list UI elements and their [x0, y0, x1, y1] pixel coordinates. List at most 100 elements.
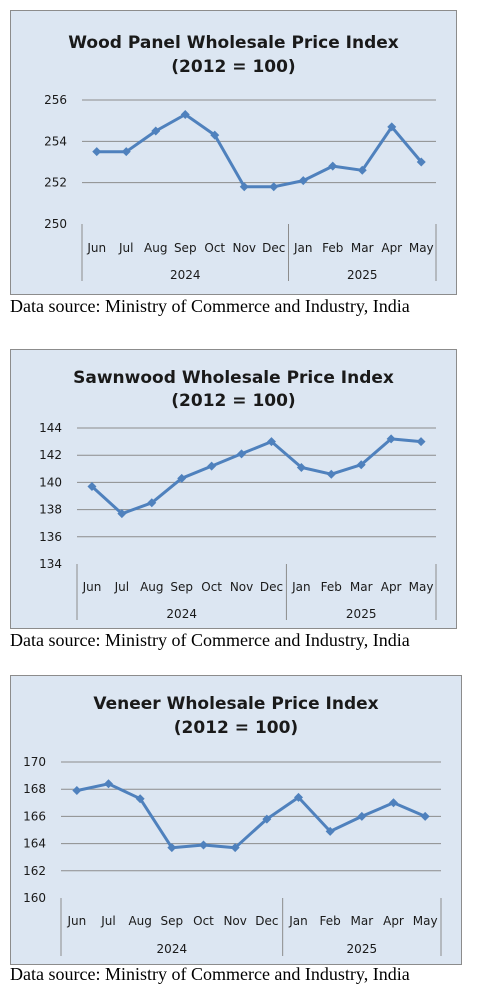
chart-panel-wood-panel: Wood Panel Wholesale Price Index (2012 =…: [10, 10, 457, 295]
data-point: [117, 509, 127, 519]
data-point: [262, 814, 272, 824]
data-point: [328, 161, 338, 171]
year-label: 2024: [157, 942, 188, 956]
data-point: [210, 130, 220, 140]
y-tick-label: 134: [39, 557, 62, 571]
series-line: [90, 437, 422, 516]
x-tick-label: Feb: [322, 241, 343, 255]
data-point: [356, 460, 366, 470]
x-tick-label: Nov: [223, 914, 246, 928]
x-tick-label: Feb: [320, 914, 341, 928]
chart-title: Wood Panel Wholesale Price Index: [68, 33, 399, 53]
chart-title: Veneer Wholesale Price Index: [93, 694, 379, 714]
x-tick-label: May: [409, 580, 434, 594]
year-label: 2024: [166, 607, 197, 621]
y-tick-label: 162: [23, 864, 46, 878]
x-tick-label: May: [413, 914, 438, 928]
data-point: [239, 182, 249, 192]
x-tick-label: Aug: [140, 580, 163, 594]
y-tick-label: 164: [23, 837, 46, 851]
x-tick-label: Dec: [262, 241, 285, 255]
data-point: [269, 182, 279, 192]
data-point: [416, 437, 426, 447]
data-point: [294, 792, 303, 802]
x-tick-label: Apr: [381, 241, 402, 255]
series-line: [96, 113, 423, 189]
x-tick-label: Sep: [161, 914, 184, 928]
data-point: [177, 473, 187, 483]
x-tick-label: Feb: [321, 580, 342, 594]
data-point: [180, 109, 190, 119]
data-point: [167, 843, 177, 853]
year-label: 2025: [346, 607, 377, 621]
chart-subtitle: (2012 = 100): [171, 391, 296, 411]
data-point: [207, 461, 217, 471]
y-tick-label: 168: [23, 782, 46, 796]
x-tick-label: Jul: [118, 241, 133, 255]
x-tick-label: Jun: [86, 241, 106, 255]
x-tick-label: Jul: [114, 580, 129, 594]
x-tick-label: Aug: [144, 241, 167, 255]
data-source-text: Data source: Ministry of Commerce and In…: [10, 964, 410, 984]
data-point: [416, 157, 426, 167]
data-point: [121, 147, 131, 157]
y-tick-label: 144: [39, 421, 62, 435]
y-tick-label: 166: [23, 809, 46, 823]
data-point: [199, 840, 208, 850]
year-label: 2025: [347, 268, 378, 282]
x-tick-label: Mar: [351, 241, 374, 255]
x-tick-label: Jun: [82, 580, 102, 594]
y-tick-label: 138: [39, 503, 62, 517]
data-point: [326, 469, 336, 479]
y-tick-label: 142: [39, 448, 62, 462]
x-tick-label: Mar: [351, 914, 374, 928]
y-tick-label: 160: [23, 891, 46, 905]
x-tick-label: Nov: [233, 241, 256, 255]
x-tick-label: Jan: [291, 580, 311, 594]
data-point: [298, 176, 308, 186]
chart-plot: 134 136 138 140 142 144 Jun Jul Aug Sep Oct Nov Dec J…: [39, 421, 437, 621]
data-point: [72, 786, 82, 796]
data-point: [357, 165, 367, 175]
year-label: 2024: [170, 268, 201, 282]
data-point: [87, 481, 97, 491]
data-point: [386, 434, 396, 444]
x-tick-label: Mar: [350, 580, 373, 594]
y-tick-label: 140: [39, 475, 62, 489]
series-line: [76, 782, 426, 850]
y-tick-label: 252: [44, 176, 67, 190]
x-tick-label: Dec: [255, 914, 278, 928]
chart-plot: 250 252 254 256 Jun Jul Aug Sep Oct Nov Dec Jan Feb M…: [44, 93, 437, 282]
data-source-text: Data source: Ministry of Commerce and In…: [10, 630, 410, 650]
x-tick-label: Oct: [204, 241, 225, 255]
data-point: [266, 437, 276, 447]
chart-title: Sawnwood Wholesale Price Index: [73, 368, 394, 388]
data-point: [230, 843, 240, 853]
data-point: [389, 798, 398, 808]
x-tick-label: Sep: [174, 241, 197, 255]
chart-panel-veneer: Veneer Wholesale Price Index (2012 = 100…: [10, 675, 462, 965]
x-tick-label: Jan: [288, 914, 308, 928]
x-tick-label: Jun: [66, 914, 86, 928]
data-point: [92, 147, 102, 157]
data-point: [135, 794, 145, 804]
data-point: [237, 449, 247, 459]
y-tick-label: 254: [44, 134, 67, 148]
y-tick-label: 170: [23, 755, 46, 769]
y-tick-label: 256: [44, 93, 67, 107]
x-tick-label: Jan: [293, 241, 313, 255]
x-tick-label: Sep: [170, 580, 193, 594]
y-tick-label: 136: [39, 530, 62, 544]
data-point: [420, 811, 430, 821]
data-point: [147, 498, 157, 508]
x-tick-label: May: [409, 241, 434, 255]
x-tick-label: Apr: [383, 914, 404, 928]
x-tick-label: Nov: [230, 580, 253, 594]
chart-plot: 160 162 164 166 168 170 Jun Jul Aug Sep Oct Nov Dec J…: [23, 755, 442, 956]
data-point: [296, 462, 306, 472]
x-tick-label: Dec: [260, 580, 283, 594]
data-point: [357, 811, 367, 821]
x-tick-label: Oct: [201, 580, 222, 594]
x-tick-label: Aug: [128, 914, 151, 928]
chart-panel-sawnwood: Sawnwood Wholesale Price Index (2012 = 1…: [10, 349, 457, 629]
